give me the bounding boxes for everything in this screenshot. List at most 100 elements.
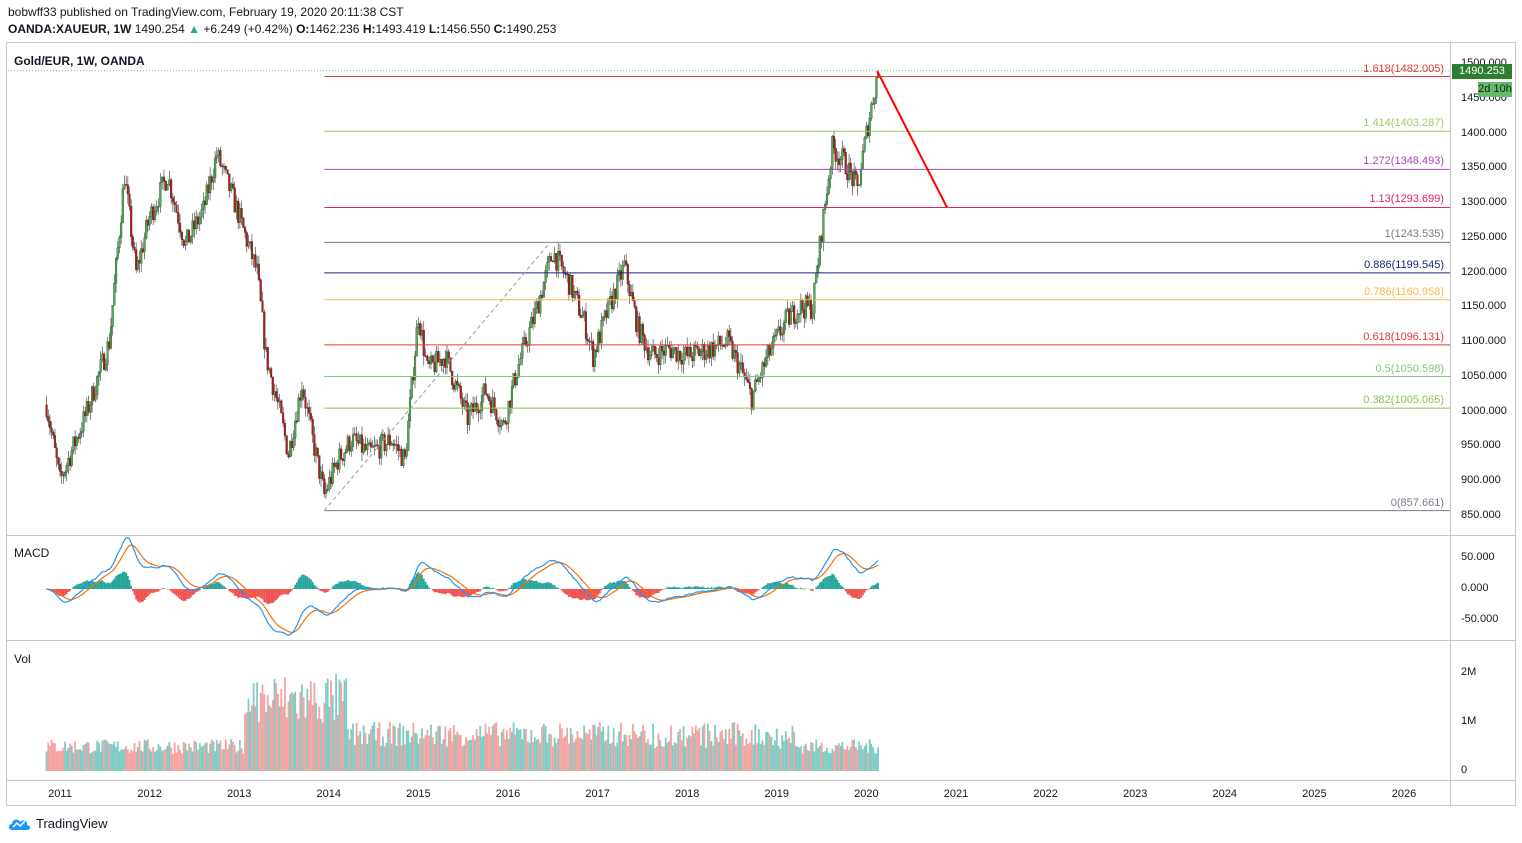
pane-separator-vol[interactable] — [6, 640, 1516, 641]
macd-histogram-bar — [710, 587, 713, 589]
macd-histogram-bar — [865, 589, 868, 591]
fib-level-label: 0.5(1050.598) — [1375, 362, 1445, 375]
macd-histogram-bar — [238, 589, 241, 598]
macd-histogram-bar — [551, 584, 554, 589]
candle-down — [743, 372, 746, 378]
volume-bar — [740, 736, 742, 771]
macd-histogram-bar — [209, 583, 211, 589]
volume-bar — [209, 743, 211, 771]
volume-bar — [92, 751, 95, 771]
candle-down — [369, 442, 372, 447]
macd-histogram-bar — [189, 589, 192, 598]
volume-bar — [841, 742, 844, 771]
macd-histogram-bar — [537, 582, 540, 589]
volume-bar — [648, 744, 651, 771]
candle-down — [424, 355, 427, 357]
candle-down — [170, 179, 173, 198]
candle-down — [495, 409, 498, 421]
candle-down — [92, 386, 95, 401]
candle-down — [806, 295, 809, 306]
volume-bar — [77, 749, 80, 771]
candle-up — [519, 358, 522, 365]
candle-up — [705, 355, 708, 360]
fib-anchor-line — [323, 242, 551, 511]
volume-bar — [331, 695, 334, 771]
macd-histogram-bar — [834, 577, 837, 589]
macd-histogram-bar — [79, 583, 82, 589]
candle-down — [803, 309, 806, 319]
volume-bar — [89, 753, 92, 771]
candle-down — [498, 425, 501, 428]
macd-histogram-bar — [449, 589, 452, 595]
candle-down — [141, 248, 144, 253]
candle-up — [521, 343, 524, 359]
price-axis-tick: 950.000 — [1461, 439, 1501, 452]
volume-bar — [694, 725, 697, 771]
candle-up — [822, 209, 825, 243]
pane-separator-macd[interactable] — [6, 535, 1516, 536]
volume-bar — [600, 731, 603, 771]
volume-bar — [184, 743, 187, 771]
chart-frame[interactable] — [6, 42, 1516, 806]
volume-bar — [177, 744, 180, 771]
volume-bar — [306, 688, 309, 771]
volume-bar — [843, 748, 845, 771]
macd-histogram-bar — [335, 583, 337, 589]
macd-histogram-bar — [297, 578, 300, 589]
time-axis-tick: 2022 — [1033, 788, 1058, 800]
macd-histogram-bar — [154, 589, 156, 593]
macd-histogram-bar — [275, 589, 278, 601]
candle-down — [461, 398, 464, 407]
macd-histogram-bar — [756, 589, 758, 592]
candle-up — [726, 330, 729, 345]
volume-bar — [468, 739, 471, 771]
volume-bar — [161, 750, 164, 771]
candle-down — [466, 402, 469, 425]
volume-bar — [499, 746, 501, 771]
volume-bar — [69, 743, 71, 771]
macd-histogram-bar — [72, 586, 75, 589]
macd-histogram-bar — [793, 586, 796, 589]
volume-bar — [309, 681, 312, 771]
candle-up — [417, 323, 420, 328]
candle-up — [106, 341, 109, 365]
volume-bar — [98, 742, 100, 771]
candle-down — [540, 295, 544, 298]
macd-histogram-bar — [564, 589, 567, 594]
macd-histogram-bar — [125, 572, 128, 589]
price-axis-tick: 1100.000 — [1461, 335, 1507, 348]
volume-bar — [715, 737, 718, 771]
macd-histogram-bar — [820, 581, 823, 589]
volume-bar — [789, 743, 792, 771]
tradingview-logo[interactable]: TradingView — [8, 816, 108, 831]
macd-histogram-bar — [626, 584, 629, 589]
macd-histogram-bar — [851, 589, 854, 598]
candle-up — [738, 363, 741, 374]
volume-bar — [94, 750, 97, 771]
volume-bar — [263, 694, 266, 771]
volume-bar — [595, 735, 598, 771]
macd-histogram-bar — [525, 579, 527, 589]
macd-histogram-bar — [219, 583, 222, 589]
candle-up — [682, 353, 685, 365]
candle-up — [539, 295, 542, 314]
macd-histogram-bar — [437, 589, 440, 593]
volume-bar — [738, 730, 741, 771]
macd-histogram-bar — [635, 589, 638, 596]
macd-histogram-bar — [612, 582, 615, 589]
candle-up — [289, 441, 292, 458]
volume-bar — [133, 743, 136, 771]
candle-up — [636, 316, 639, 332]
macd-histogram-bar — [237, 589, 240, 598]
macd-histogram-bar — [482, 587, 485, 589]
high-label: H: — [362, 22, 376, 36]
volume-bar — [786, 739, 789, 771]
volume-bar — [143, 739, 146, 771]
volume-bar — [772, 745, 775, 771]
volume-bar — [611, 742, 613, 771]
macd-histogram-bar — [698, 586, 701, 589]
macd-histogram-bar — [454, 589, 457, 597]
volume-bar — [294, 691, 297, 771]
candle-up — [673, 347, 676, 351]
